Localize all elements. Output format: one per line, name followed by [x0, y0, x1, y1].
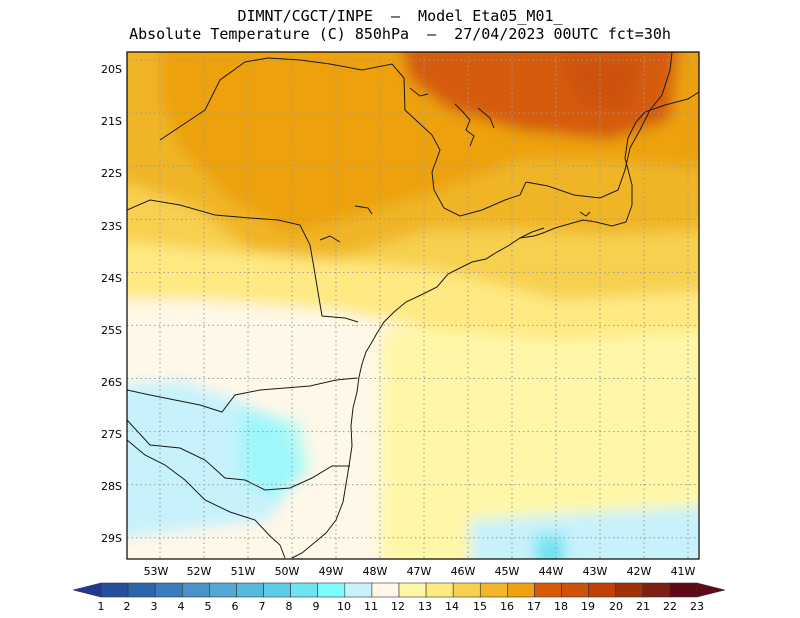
lat-tick-label: 28S: [101, 480, 122, 493]
colorbar-swatch: [669, 582, 698, 598]
boundary-lines: [126, 51, 700, 559]
lon-tick-label: 53W: [144, 565, 169, 578]
lat-tick-label: 21S: [101, 115, 122, 128]
coastal-islands: [519, 211, 591, 239]
lat-tick-labels: 20S 21S 22S 23S 24S 25S 26S 27S 28S 29S: [101, 63, 122, 545]
colorbar-label: 10: [337, 600, 351, 613]
colorbar-swatch: [479, 582, 508, 598]
colorbar-label: 9: [313, 600, 320, 613]
lon-tick-labels: 53W 52W 51W 50W 49W 48W 47W 46W 45W 44W …: [144, 565, 696, 578]
reservoir-lines: [319, 87, 495, 243]
colorbar-label: 20: [609, 600, 623, 613]
colorbar-swatch: [642, 582, 671, 598]
colorbar-arrow-high: [696, 582, 726, 598]
colorbar-label: 19: [581, 600, 595, 613]
colorbar-label: 17: [527, 600, 541, 613]
colorbar-swatch: [344, 582, 373, 598]
colorbar-label: 21: [636, 600, 650, 613]
colorbar-swatch: [425, 582, 454, 598]
colorbar-swatch: [371, 582, 400, 598]
state-border-mg-rj-es: [525, 51, 673, 199]
lon-tick-label: 41W: [671, 565, 696, 578]
lon-tick-label: 47W: [407, 565, 432, 578]
lon-tick-label: 45W: [495, 565, 520, 578]
field-northeast-core: [560, 55, 640, 110]
colorbar-swatch: [588, 582, 617, 598]
colorbar-swatch: [181, 582, 210, 598]
colorbar-label: 15: [473, 600, 487, 613]
lat-tick-label: 27S: [101, 428, 122, 441]
colorbar-label: 23: [690, 600, 704, 613]
colorbar-swatch: [100, 582, 129, 598]
colorbar-swatch: [290, 582, 319, 598]
lon-tick-label: 48W: [363, 565, 388, 578]
colorbar-swatch: [534, 582, 562, 598]
state-border-ms-sp: [126, 199, 359, 323]
field-southwest-cyan: [240, 410, 310, 500]
colorbar-label: 3: [151, 600, 158, 613]
international-border: [126, 439, 286, 559]
colorbar-swatch: [452, 582, 481, 598]
lat-tick-label: 20S: [101, 63, 122, 76]
lon-tick-label: 49W: [319, 565, 344, 578]
colorbar-swatch: [263, 582, 291, 598]
colorbar-label: 14: [445, 600, 459, 613]
colorbar-swatch: [398, 582, 427, 598]
lon-tick-label: 51W: [231, 565, 256, 578]
lat-tick-label: 29S: [101, 532, 122, 545]
field-cold-pocket: [535, 535, 565, 559]
lon-tick-label: 50W: [275, 565, 300, 578]
field-south-cool: [470, 506, 699, 559]
colorbar-label: 6: [232, 600, 239, 613]
colorbar-swatch: [236, 582, 264, 598]
lat-tick-label: 24S: [101, 272, 122, 285]
colorbar-swatch: [561, 582, 589, 598]
map-title-line-2: Absolute Temperature (C) 850hPa – 27/04/…: [129, 25, 671, 43]
colorbar-labels: 1 2 3 4 5 6 7 8 9 10 11 12 13 14 15 16 1…: [98, 600, 705, 613]
colorbar-label: 5: [205, 600, 212, 613]
lat-tick-label: 25S: [101, 324, 122, 337]
lat-tick-label: 26S: [101, 376, 122, 389]
colorbar-label: 12: [391, 600, 405, 613]
colorbar: [72, 582, 726, 598]
lon-tick-label: 42W: [627, 565, 652, 578]
colorbar-label: 2: [124, 600, 131, 613]
field-ocean-yellow: [380, 301, 699, 559]
temperature-field: [127, 52, 699, 559]
colorbar-swatch: [615, 582, 644, 598]
lon-tick-label: 52W: [187, 565, 212, 578]
colorbar-swatch: [127, 582, 156, 598]
state-border-sp-mg: [159, 57, 527, 217]
colorbar-label: 11: [364, 600, 378, 613]
colorbar-swatch: [154, 582, 183, 598]
lon-tick-label: 46W: [451, 565, 476, 578]
lon-tick-label: 44W: [539, 565, 564, 578]
lon-tick-label: 43W: [583, 565, 608, 578]
colorbar-label: 18: [554, 600, 568, 613]
colorbar-label: 1: [98, 600, 105, 613]
coastline: [291, 91, 700, 559]
map-title-line-1: DIMNT/CGCT/INPE – Model Eta05_M01_: [237, 7, 563, 25]
graticule: [127, 52, 699, 559]
colorbar-label: 22: [663, 600, 677, 613]
lat-tick-label: 23S: [101, 220, 122, 233]
colorbar-swatch: [507, 582, 535, 598]
colorbar-label: 8: [286, 600, 293, 613]
colorbar-label: 16: [500, 600, 514, 613]
plot-frame: [126, 51, 700, 560]
colorbar-label: 4: [178, 600, 185, 613]
state-border-sc-rs: [126, 419, 350, 491]
colorbar-label: 7: [259, 600, 266, 613]
colorbar-arrow-low: [72, 582, 102, 598]
lat-tick-label: 22S: [101, 167, 122, 180]
colorbar-swatch: [317, 582, 346, 598]
state-border-pr-sc: [126, 377, 358, 413]
colorbar-label: 13: [418, 600, 432, 613]
colorbar-swatch: [209, 582, 237, 598]
